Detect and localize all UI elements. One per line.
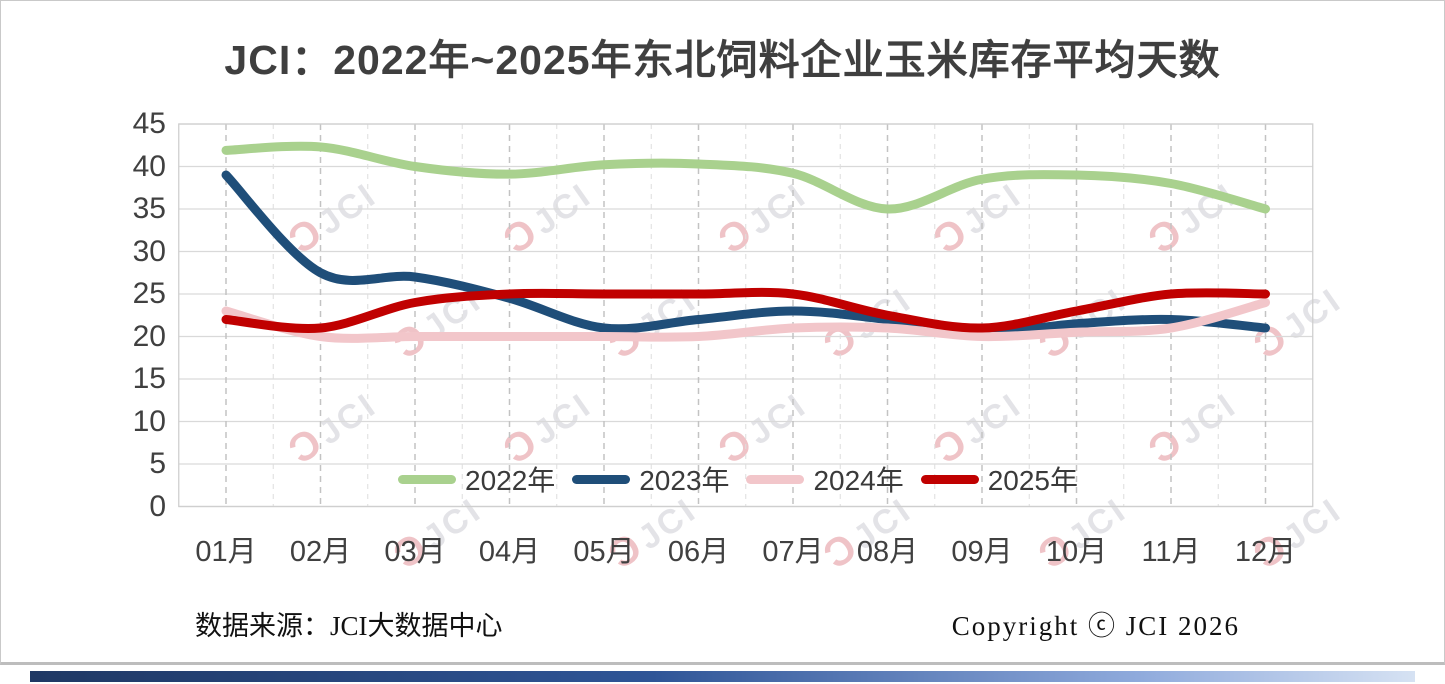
x-axis-tick: 07月 [762,536,824,568]
x-axis-tick: 04月 [478,536,541,568]
series-line-2024年 [221,298,1270,343]
legend-item-2022: 2022年 [398,459,555,499]
x-axis-tick: 12月 [1234,536,1297,568]
y-axis-tick: 10 [132,404,166,438]
series-line-2023年 [221,170,1270,337]
y-axis-tick: 45 [132,107,166,140]
x-axis-tick: 03月 [384,536,446,568]
legend-label-2023: 2023年 [639,465,730,496]
bottom-accent-bar [30,671,1415,682]
legend-label-2024: 2024年 [813,465,904,496]
series-line-2022年 [221,141,1270,214]
y-axis-tick: 15 [132,362,166,395]
x-axis-tick: 02月 [289,536,352,568]
y-axis-tick: 25 [132,277,166,310]
y-axis-tick: 35 [132,192,166,225]
legend: 2022年 2023年 2024年 2025年 [398,459,1078,499]
x-axis-tick: 10月 [1045,536,1108,568]
x-axis-tick: 06月 [667,536,730,568]
data-source-text: 数据来源：JCI大数据中心 [195,611,503,641]
y-axis-tick: 30 [132,234,166,268]
legend-item-2023: 2023年 [572,459,730,499]
x-axis-tick: 11月 [1141,536,1201,568]
legend-swatch-2025 [920,474,979,484]
legend-item-2025: 2025年 [920,459,1078,499]
x-axis-tick: 05月 [573,536,635,568]
legend-swatch-2023 [572,474,631,484]
y-axis-tick: 20 [132,319,166,353]
copyright-text: Copyright ⓒ JCI 2026 [951,611,1240,641]
x-axis-tick: 01月 [195,536,257,568]
x-axis-tick: 09月 [951,536,1013,568]
chart-title: JCI：2022年~2025年东北饲料企业玉米库存平均天数 [224,37,1221,83]
y-axis-tick: 40 [132,149,166,183]
legend-label-2022: 2022年 [465,465,556,496]
plot-area [178,123,1314,508]
legend-swatch-2024 [746,474,805,484]
y-axis-tick: 0 [149,489,166,523]
legend-swatch-2022 [398,474,456,484]
legend-label-2025: 2025年 [987,465,1078,496]
legend-item-2024: 2024年 [746,459,904,499]
series-line-2025年 [221,287,1270,333]
y-axis-tick: 5 [149,447,166,480]
plot-border [178,123,1314,508]
x-axis-tick: 08月 [856,536,919,568]
